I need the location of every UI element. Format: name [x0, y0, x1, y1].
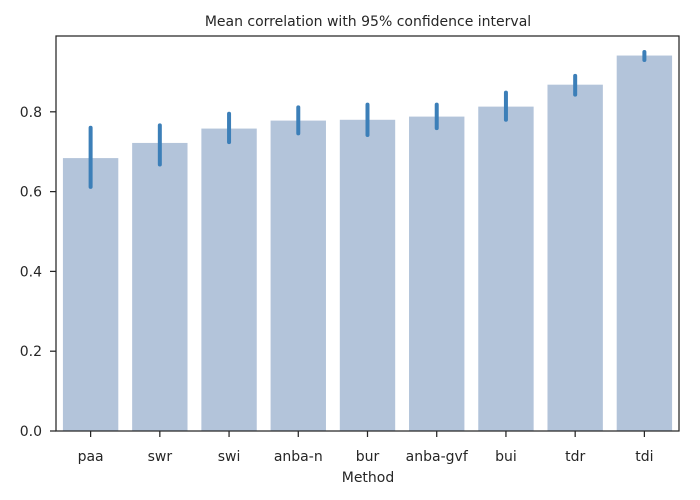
x-tick-label-tdi: tdi [635, 449, 653, 465]
bar-swr [132, 142, 188, 431]
x-axis-label: Method [342, 470, 395, 486]
bar-swi [201, 128, 257, 431]
chart-title: Mean correlation with 95% confidence int… [205, 14, 531, 30]
y-tick-label-0.4: 0.4 [20, 264, 42, 280]
x-tick-label-swi: swi [218, 449, 241, 465]
x-tick-label-anba-n: anba-n [274, 449, 323, 465]
bar-anba-gvf [409, 116, 465, 431]
bar-tdi [616, 55, 673, 432]
bar-paa [62, 158, 119, 431]
x-tick-label-bur: bur [356, 449, 380, 465]
bars [62, 55, 673, 432]
bar-bur [339, 119, 396, 431]
bar-tdr [547, 84, 603, 432]
x-tick-label-tdr: tdr [565, 449, 585, 465]
y-tick-label-0.6: 0.6 [20, 185, 42, 201]
x-tick-label-bui: bui [495, 449, 517, 465]
bar-bui [478, 106, 534, 432]
x-axis: paa swr swi anba-n bur anba-gvf bui tdr tdi [78, 431, 654, 465]
x-tick-label-paa: paa [78, 449, 104, 465]
y-tick-label-0.2: 0.2 [20, 344, 42, 360]
y-tick-label-0.8: 0.8 [20, 105, 42, 121]
x-tick-label-swr: swr [148, 449, 173, 465]
x-tick-label-anba-gvf: anba-gvf [406, 449, 469, 465]
y-tick-label-0.0: 0.0 [20, 424, 42, 440]
y-axis: 0.0 0.2 0.4 0.6 0.8 [20, 105, 56, 440]
error-bars [88, 49, 647, 189]
bar-anba-n [270, 120, 326, 431]
